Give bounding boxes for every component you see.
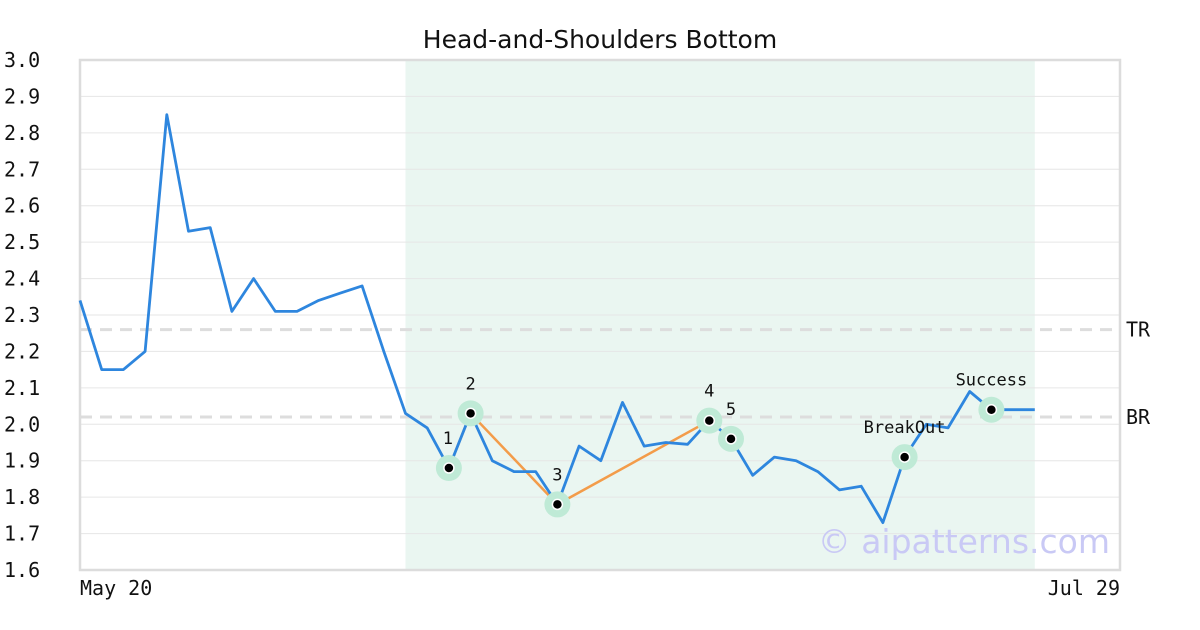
y-tick-label: 1.9	[4, 449, 40, 473]
pattern-point-label: 4	[704, 382, 714, 402]
y-axis-ticks: 3.0 2.9 2.8 2.7 2.6 2.5 2.4 2.3 2.2 2.1 2.0 1.9 1.8 1…	[4, 48, 40, 582]
pattern-point-label: 3	[552, 465, 562, 485]
y-tick-label: 2.9	[4, 84, 40, 108]
y-tick-label: 2.3	[4, 303, 40, 327]
x-tick-label: Jul 29	[1048, 576, 1120, 600]
watermark: © aipatterns.com	[818, 522, 1110, 561]
pattern-point-label: 2	[465, 374, 475, 394]
pattern-point-label: BreakOut	[864, 418, 946, 438]
y-tick-label: 2.0	[4, 412, 40, 436]
y-tick-label: 1.8	[4, 485, 40, 509]
pattern-point-label: 1	[443, 429, 453, 449]
y-tick-label: 2.5	[4, 230, 40, 254]
y-tick-label: 2.8	[4, 121, 40, 145]
y-tick-label: 1.7	[4, 522, 40, 546]
x-axis-ticks: May 20 Jul 29	[80, 576, 1120, 600]
y-tick-label: 2.4	[4, 267, 40, 291]
y-tick-label: 2.6	[4, 194, 40, 218]
level-label: TR	[1126, 318, 1151, 342]
y-tick-label: 2.7	[4, 157, 40, 181]
chart-title: Head-and-Shoulders Bottom	[423, 25, 777, 54]
pattern-marker	[898, 451, 911, 463]
pattern-point-label: Success	[956, 371, 1028, 391]
y-tick-label: 1.6	[4, 558, 40, 582]
markers: 1 2 3 45 BreakOut Success	[435, 371, 1028, 518]
level-label: BR	[1126, 405, 1151, 429]
levels: TR BR	[80, 318, 1151, 429]
pattern-marker	[703, 414, 716, 427]
pattern-marker	[464, 407, 477, 420]
pattern-marker	[725, 433, 737, 445]
plot-frame	[78, 58, 1122, 572]
y-tick-label: 3.0	[4, 48, 40, 72]
pattern-marker	[551, 498, 564, 511]
x-tick-label: May 20	[80, 576, 152, 600]
pattern-point-label: 5	[726, 400, 736, 420]
y-tick-label: 2.2	[4, 339, 40, 363]
pattern-marker	[985, 403, 998, 416]
y-tick-label: 2.1	[4, 376, 40, 400]
pattern-marker	[443, 462, 455, 474]
